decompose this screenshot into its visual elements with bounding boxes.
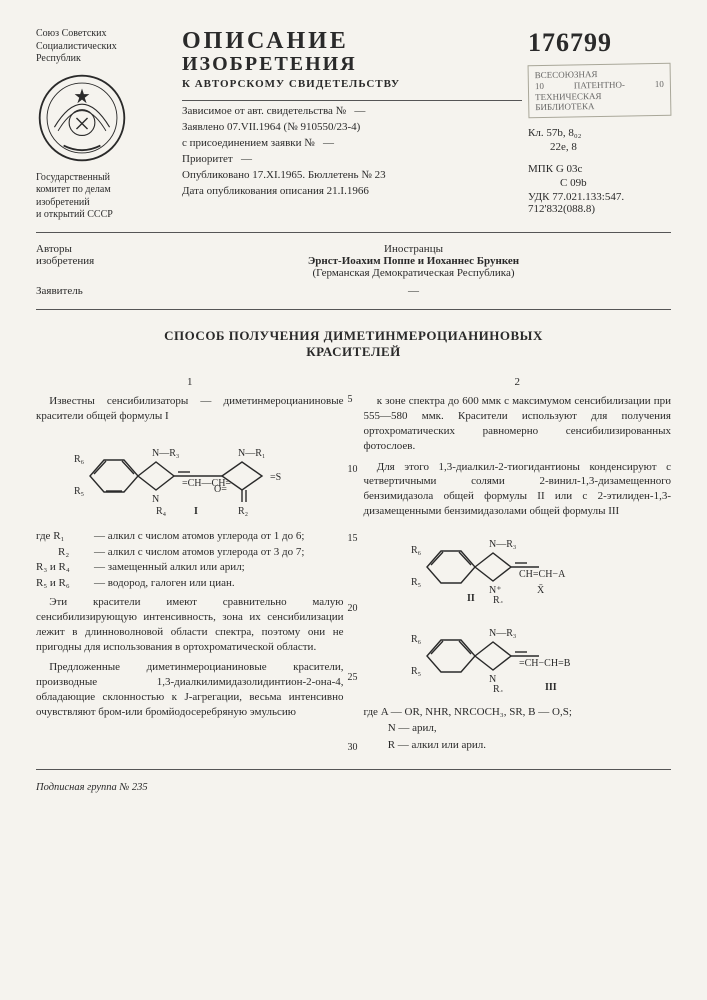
patent-number: 176799 — [528, 28, 671, 58]
r-label: R₅ и R₆ — [36, 576, 94, 591]
mpk-label: МПК — [528, 163, 553, 175]
stamp-line: ПАТЕНТНО- — [574, 79, 625, 91]
author-names: Эрнст-Иоахим Поппе и Иоханнес Брункен — [156, 255, 671, 267]
org-line: Союз Советских — [36, 28, 107, 39]
applicant-value: — — [156, 285, 671, 297]
authors-label: Авторы — [36, 243, 72, 255]
column-number: 2 — [364, 375, 672, 390]
svg-text:N—R₃: N—R₃ — [489, 628, 516, 639]
svg-text:I: I — [194, 506, 198, 516]
line-number: 25 — [348, 671, 358, 685]
body-paragraph: Предложенные диметинмероцианиновые краси… — [36, 660, 344, 719]
body-paragraph: Эти красители имеют сравнительно малую с… — [36, 595, 344, 654]
where-clause: R — алкил или арил. — [364, 738, 672, 753]
body-paragraph: Для этого 1,3-диалкил-2-тиогидантионы ко… — [364, 460, 672, 519]
state-emblem — [36, 72, 128, 164]
svg-text:N: N — [152, 494, 159, 505]
mpk-value: C 09b — [528, 177, 671, 189]
r-definition: — замещенный алкил или арил; — [94, 560, 344, 575]
stamp-line: БИБЛИОТЕКА — [535, 100, 664, 113]
foreigners-label: Иностранцы — [156, 243, 671, 255]
document-title: КРАСИТЕЛЕЙ — [306, 344, 401, 359]
dependent-value: — — [354, 105, 365, 117]
class-label: Кл. — [528, 127, 544, 139]
line-number-gutter: 5 10 15 20 25 30 — [348, 393, 358, 810]
bulletin-number: Бюллетень № 23 — [308, 169, 386, 181]
author-country: (Германская Демократическая Республика) — [156, 267, 671, 279]
r-definition: — водород, галоген или циан. — [94, 576, 344, 591]
desc-published-value: 21.I.1966 — [327, 185, 369, 197]
svg-text:O=: O= — [214, 484, 227, 495]
r-label: R₃ и R₄ — [36, 560, 94, 575]
certificate-label: К АВТОРСКОМУ СВИДЕТЕЛЬСТВУ — [182, 78, 522, 90]
r-label: R₁ — [53, 530, 64, 542]
svg-text:=CH−CH=B: =CH−CH=B — [519, 658, 571, 669]
applicant-label: Заявитель — [36, 285, 156, 297]
library-stamp: ВСЕСОЮЗНАЯ 10 ПАТЕНТНО- 10 ТЕХНИЧЕСКАЯ Б… — [528, 63, 672, 119]
filed-number: (№ 910550/23-4) — [284, 121, 361, 133]
svg-text:CH=CH−A: CH=CH−A — [519, 569, 566, 580]
filed-label: Заявлено — [182, 121, 224, 133]
doc-kind-1: ОПИСАНИЕ — [182, 28, 522, 55]
where-clause: где A — OR, NHR, NRCOCH₃, SR, B — O,S; — [364, 705, 672, 720]
committee-line: Государственный — [36, 172, 110, 183]
svg-text:R₆: R₆ — [411, 545, 422, 556]
svg-text:R₆: R₆ — [74, 454, 85, 465]
document-title: СПОСОБ ПОЛУЧЕНИЯ ДИМЕТИНМЕРОЦИАНИНОВЫХ — [164, 328, 543, 343]
where-clause: N — арил, — [364, 721, 672, 736]
r-definition: — алкил с числом атомов углеро­да от 3 д… — [94, 545, 344, 560]
svg-text:R₂: R₂ — [238, 506, 248, 516]
column-number: 1 — [36, 375, 344, 390]
authors-label: изобретения — [36, 255, 94, 267]
formula-1: R₆R₅ N—R₃NR₄ =CH—CH= N—R₁=S O= R₂ I — [36, 432, 344, 521]
svg-text:N—R₃: N—R₃ — [152, 448, 179, 459]
svg-text:R₅: R₅ — [411, 577, 421, 588]
joined-value: — — [323, 137, 334, 149]
formula-3: R₆R₅ N—R₃NR₄ =CH−CH=B III — [364, 616, 672, 697]
svg-text:III: III — [545, 682, 557, 692]
class-value: 57b, 8₀₂ — [546, 127, 581, 139]
doc-kind-2: ИЗОБРЕТЕНИЯ — [182, 53, 522, 76]
formula-2: R₆R₅ N—R₃N⁺R₄ CH=CH−A X̄ II — [364, 527, 672, 608]
body-paragraph: Известны сенсибилизаторы — диметинмеро­ц… — [36, 394, 344, 424]
org-line: Социалистических — [36, 41, 117, 52]
published-date: 17.XI.1965. — [252, 169, 305, 181]
svg-text:X̄: X̄ — [537, 584, 545, 596]
svg-text:R₅: R₅ — [411, 666, 421, 677]
svg-text:R₄: R₄ — [493, 595, 504, 603]
udk-label: УДК — [528, 191, 550, 203]
joined-label: с присоединением заявки № — [182, 137, 315, 149]
committee-line: комитет по делам — [36, 184, 111, 195]
svg-text:R₆: R₆ — [411, 634, 422, 645]
dependent-label: Зависимое от авт. свидетельства № — [182, 105, 346, 117]
r-definition: — алкил с числом атомов углеро­да от 1 д… — [94, 529, 344, 544]
line-number: 10 — [348, 463, 358, 477]
svg-text:II: II — [467, 593, 475, 603]
priority-value: — — [241, 153, 252, 165]
published-label: Опубликовано — [182, 169, 250, 181]
svg-text:R₄: R₄ — [156, 506, 167, 516]
desc-published-label: Дата опубликования описания — [182, 185, 324, 197]
class-value: 22e, 8 — [528, 141, 671, 153]
r-label: R₂ — [36, 545, 94, 560]
body-paragraph: к зоне спектра до 600 ммк с максимумом с… — [364, 394, 672, 453]
org-line: Республик — [36, 53, 81, 64]
svg-text:N—R₁: N—R₁ — [238, 448, 265, 459]
svg-text:N—R₃: N—R₃ — [489, 539, 516, 550]
svg-text:=S: =S — [270, 472, 281, 483]
where-label: где — [36, 530, 50, 542]
priority-label: Приоритет — [182, 153, 233, 165]
mpk-value: G 03c — [556, 163, 583, 175]
svg-text:R₄: R₄ — [493, 684, 504, 692]
line-number: 15 — [348, 532, 358, 546]
line-number: 5 — [348, 393, 358, 407]
committee-line: изобретений — [36, 197, 90, 208]
svg-text:R₅: R₅ — [74, 486, 84, 497]
filed-date: 07.VII.1964 — [227, 121, 281, 133]
committee-line: и открытий СССР — [36, 209, 113, 220]
line-number: 30 — [348, 741, 358, 755]
line-number: 20 — [348, 602, 358, 616]
